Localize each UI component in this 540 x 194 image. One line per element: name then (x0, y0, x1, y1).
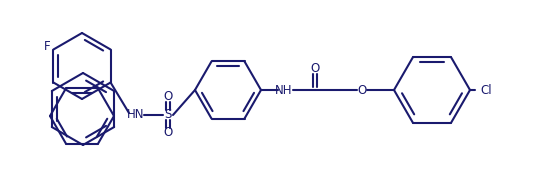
Text: O: O (357, 83, 367, 96)
Text: O: O (310, 62, 320, 75)
Text: HN: HN (127, 108, 145, 121)
Text: NH: NH (275, 83, 293, 96)
Text: O: O (164, 126, 173, 139)
Text: F: F (44, 40, 51, 53)
Text: O: O (164, 90, 173, 104)
Text: Cl: Cl (480, 83, 491, 96)
Text: S: S (164, 108, 172, 121)
